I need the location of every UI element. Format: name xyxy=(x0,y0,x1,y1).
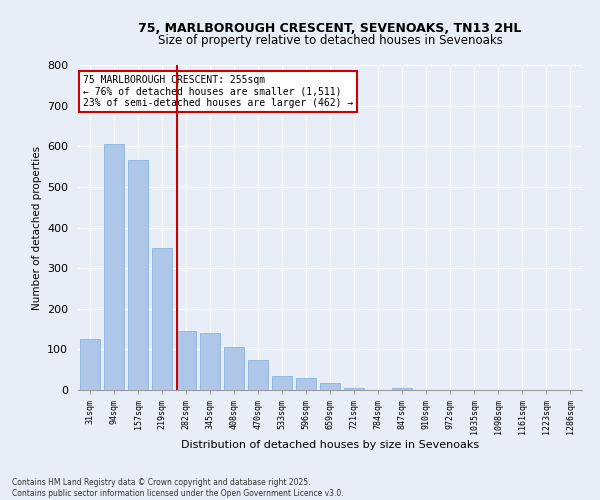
Text: 75, MARLBOROUGH CRESCENT, SEVENOAKS, TN13 2HL: 75, MARLBOROUGH CRESCENT, SEVENOAKS, TN1… xyxy=(139,22,521,36)
Text: 75 MARLBOROUGH CRESCENT: 255sqm
← 76% of detached houses are smaller (1,511)
23%: 75 MARLBOROUGH CRESCENT: 255sqm ← 76% of… xyxy=(83,74,353,108)
Text: Size of property relative to detached houses in Sevenoaks: Size of property relative to detached ho… xyxy=(158,34,502,47)
Y-axis label: Number of detached properties: Number of detached properties xyxy=(32,146,41,310)
Bar xyxy=(272,376,292,390)
Bar xyxy=(296,378,316,390)
Text: Contains HM Land Registry data © Crown copyright and database right 2025.
Contai: Contains HM Land Registry data © Crown c… xyxy=(12,478,344,498)
Bar xyxy=(176,331,196,390)
Bar xyxy=(344,388,364,390)
Bar xyxy=(224,348,244,390)
Bar xyxy=(200,333,220,390)
Bar xyxy=(104,144,124,390)
Bar xyxy=(80,339,100,390)
Bar xyxy=(248,360,268,390)
X-axis label: Distribution of detached houses by size in Sevenoaks: Distribution of detached houses by size … xyxy=(181,440,479,450)
Bar xyxy=(392,388,412,390)
Bar xyxy=(320,382,340,390)
Bar xyxy=(152,248,172,390)
Bar xyxy=(128,160,148,390)
